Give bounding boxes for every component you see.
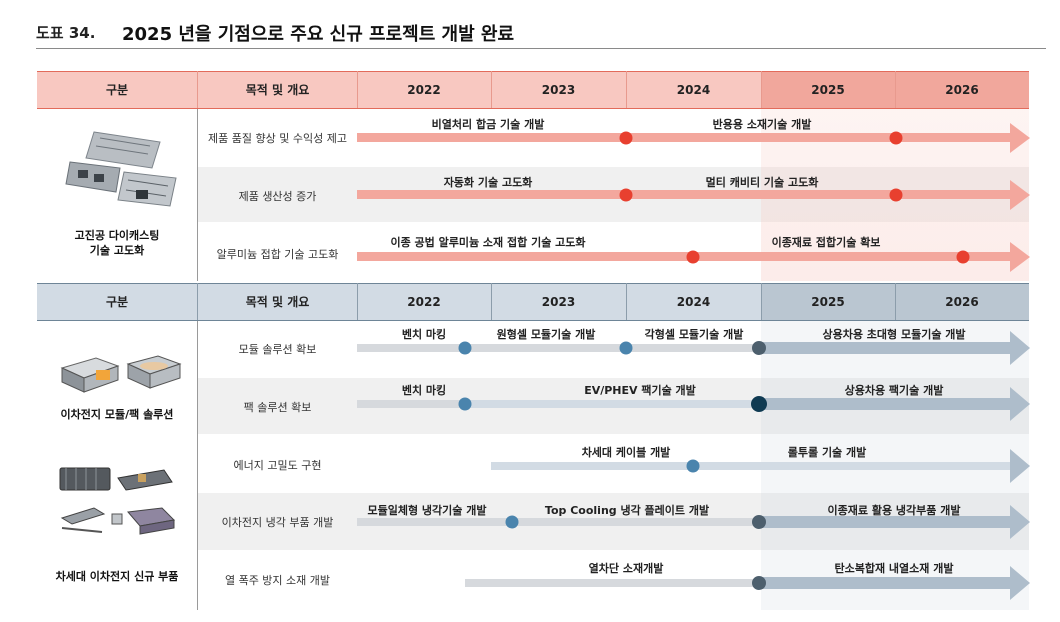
bottom-row-purpose: 에너지 고밀도 구현 xyxy=(233,459,322,472)
bottom-header-year: 2025 xyxy=(811,294,845,309)
milestone-label: 차세대 케이블 개발 xyxy=(581,446,671,459)
top-header-year: 2022 xyxy=(407,82,441,97)
battery-pack-image xyxy=(60,355,182,393)
bottom-header-col1: 구분 xyxy=(105,295,129,309)
top-row-1-bar xyxy=(357,123,1030,153)
top-header-year: 2025 xyxy=(811,82,845,97)
top-header-col1: 구분 xyxy=(105,83,129,97)
battery-parts-illustration xyxy=(59,467,176,535)
milestone-label: 탄소복합재 내열소재 개발 xyxy=(834,562,954,575)
bottom-group-divider xyxy=(197,321,198,610)
bottom-row-purpose: 이차전지 냉각 부품 개발 xyxy=(221,516,334,529)
top-header-year: 2026 xyxy=(945,82,979,97)
top-header-bg xyxy=(37,71,761,108)
top-header-year: 2024 xyxy=(676,82,711,97)
milestone-label: 이종재료 접합기술 확보 xyxy=(771,236,881,249)
bottom-row-3-bar xyxy=(491,449,1030,483)
divider xyxy=(491,71,492,108)
divider xyxy=(895,71,896,108)
milestone-label: 롤투롤 기술 개발 xyxy=(787,446,867,459)
top-header-line xyxy=(37,71,1029,72)
top-row-3-bar xyxy=(357,242,1030,272)
divider xyxy=(357,283,358,320)
milestone-label: 각형셀 모듈기술 개발 xyxy=(644,328,744,341)
figure-title: 2025 년을 기점으로 주요 신규 프로젝트 개발 완료 xyxy=(122,24,515,45)
bottom-header-line xyxy=(37,283,1029,284)
milestone-label: 상용차용 초대형 모듈기술 개발 xyxy=(822,328,966,341)
divider xyxy=(626,283,627,320)
bottom-header-year: 2024 xyxy=(676,294,711,309)
top-header-col2: 목적 및 개요 xyxy=(245,83,310,97)
divider xyxy=(761,71,762,108)
milestone-label: 모듈일체형 냉각기술 개발 xyxy=(367,504,487,517)
top-row-purpose: 제품 품질 향상 및 수익성 제고 xyxy=(208,132,347,145)
top-row-2-bar xyxy=(357,180,1030,210)
top-group-divider xyxy=(197,109,198,281)
bottom-group-label: 차세대 이차전지 신규 부품 xyxy=(55,570,179,583)
milestone-label: 비열처리 합금 기술 개발 xyxy=(431,118,545,131)
milestone-label: EV/PHEV 팩기술 개발 xyxy=(584,384,696,397)
milestone-label: 멀티 캐비티 기술 고도화 xyxy=(705,176,819,189)
top-group-label: 고진공 다이캐스팅 기술 고도화 xyxy=(74,229,160,257)
bottom-header-bg xyxy=(37,283,761,320)
bottom-row-4-bar xyxy=(357,505,1030,539)
divider xyxy=(895,283,896,320)
milestone-label: 상용차용 팩기술 개발 xyxy=(844,384,944,397)
bottom-header-year: 2023 xyxy=(541,294,576,309)
bottom-header-year: 2026 xyxy=(945,294,979,309)
bottom-row-5-bar xyxy=(465,566,1030,600)
figure-number: 도표 34. xyxy=(36,24,96,42)
divider xyxy=(197,71,198,108)
milestone-label: 반용용 소재기술 개발 xyxy=(712,118,812,131)
bottom-header-col2: 목적 및 개요 xyxy=(245,295,310,309)
milestone-label: 자동화 기술 고도화 xyxy=(443,176,533,189)
figure-title-row: 도표 34. 2025 년을 기점으로 주요 신규 프로젝트 개발 완료 xyxy=(36,14,1046,49)
bottom-row-purpose: 열 폭주 방지 소재 개발 xyxy=(224,574,331,587)
top-header-line xyxy=(37,108,1029,109)
milestone-label: 원형셀 모듈기술 개발 xyxy=(496,328,596,341)
bottom-row-2-bar xyxy=(357,387,1030,421)
bottom-group-label: 이차전지 모듈/팩 솔루션 xyxy=(60,408,174,421)
milestone-label: Top Cooling 냉각 플레이트 개발 xyxy=(544,504,710,517)
milestone-label: 이종 공법 알루미늄 소재 접합 기술 고도화 xyxy=(390,236,586,249)
milestone-label: 벤치 마킹 xyxy=(401,384,447,397)
diecasting-parts-illustration xyxy=(65,131,177,207)
bottom-header-year: 2022 xyxy=(407,294,441,309)
bottom-row-purpose: 모듈 솔루션 확보 xyxy=(238,343,317,356)
top-row-purpose: 알루미늄 접합 기술 고도화 xyxy=(216,247,339,261)
milestone-label: 열차단 소재개발 xyxy=(588,562,664,575)
milestone-label: 이종재료 활용 냉각부품 개발 xyxy=(827,504,961,517)
top-timeline xyxy=(357,123,1030,272)
divider xyxy=(197,283,198,320)
milestone-label: 벤치 마킹 xyxy=(401,328,447,341)
divider xyxy=(761,283,762,320)
battery-module-illustration xyxy=(60,355,182,393)
divider xyxy=(491,283,492,320)
battery-parts-image xyxy=(59,467,176,535)
diecast-frame-image xyxy=(65,131,177,207)
top-header-year: 2023 xyxy=(541,82,576,97)
divider xyxy=(626,71,627,108)
divider xyxy=(357,71,358,108)
bottom-header-line xyxy=(37,320,1029,321)
bottom-timeline xyxy=(357,331,1030,600)
bottom-row-1-bar xyxy=(357,331,1030,365)
bottom-row-purpose: 팩 솔루션 확보 xyxy=(243,401,312,414)
top-row-purpose: 제품 생산성 증가 xyxy=(238,189,317,203)
